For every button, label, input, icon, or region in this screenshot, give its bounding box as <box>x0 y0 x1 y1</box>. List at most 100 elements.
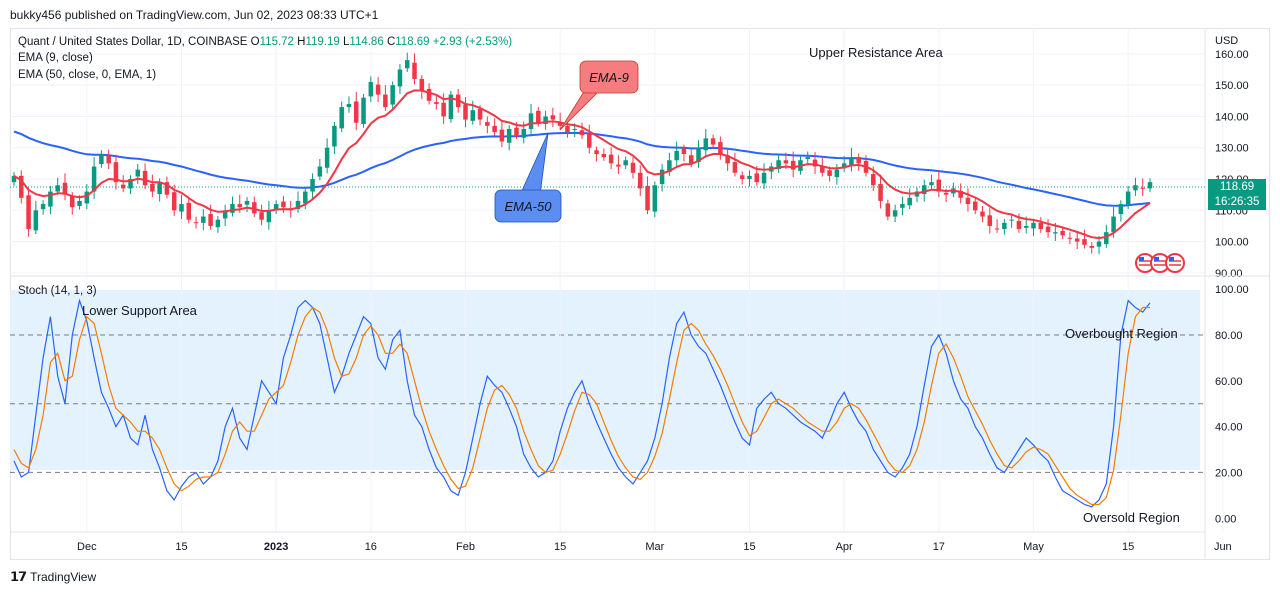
candle-body <box>11 175 17 183</box>
candle-body <box>441 102 446 117</box>
candle-body <box>1125 191 1131 206</box>
stoch-tick-label: 80.00 <box>1215 330 1243 342</box>
candle-body <box>965 197 971 205</box>
candle-body <box>1031 222 1036 229</box>
candle-body <box>397 69 403 87</box>
stoch-tick-label: 20.00 <box>1215 467 1243 479</box>
last-price-tag: 118.69 16:26:35 <box>1208 179 1266 210</box>
candle-body <box>120 184 126 189</box>
candle-body <box>1104 232 1109 245</box>
candle-body <box>776 160 781 170</box>
candle-body <box>980 211 985 217</box>
candle-body <box>48 191 53 207</box>
ema50-callout: EMA-50 <box>494 132 562 223</box>
close-value: 118.69 <box>395 36 430 48</box>
candle-body <box>164 182 170 195</box>
candle-body <box>907 197 912 206</box>
price-tick-label: 90.00 <box>1215 268 1243 280</box>
ema9-callout-text: EMA-9 <box>589 70 629 85</box>
candle-body <box>485 122 490 126</box>
candle-body <box>667 160 672 173</box>
candle-body <box>710 138 716 145</box>
candle-body <box>69 195 75 208</box>
candle-body <box>193 222 199 224</box>
time-tick-label: Jun <box>1214 541 1232 553</box>
candle-body <box>295 200 301 210</box>
candle-body <box>332 125 337 147</box>
candle-body <box>463 104 468 120</box>
open-value: 115.72 <box>259 36 294 48</box>
candle-body <box>616 164 621 167</box>
open-label: O <box>250 36 260 48</box>
candle-body <box>652 185 658 212</box>
candle-body <box>62 182 68 195</box>
time-tick-label: Mar <box>645 541 664 553</box>
stoch-legend[interactable]: Stoch (14, 1, 3) <box>18 285 97 297</box>
time-tick-label: Feb <box>456 541 475 553</box>
time-tick-label: 17 <box>933 541 945 553</box>
candle-body <box>871 174 876 186</box>
candle-body <box>412 62 417 79</box>
candle-body <box>383 94 388 108</box>
low-label: L <box>343 36 350 48</box>
candle-body <box>1016 220 1022 230</box>
ema9-legend[interactable]: EMA (9, close) <box>18 52 93 64</box>
candle-body <box>492 125 497 133</box>
candle-body <box>91 166 97 192</box>
candle-body <box>579 130 585 136</box>
candle-body <box>353 101 359 123</box>
candle-body <box>368 82 374 97</box>
ema50-legend[interactable]: EMA (50, close, 0, EMA, 1) <box>18 69 157 81</box>
candle-body <box>26 195 31 230</box>
candle-body <box>40 204 46 210</box>
time-tick-label: 2023 <box>264 541 288 553</box>
candle-body <box>703 138 709 151</box>
candle-body <box>943 192 949 195</box>
currency-label: USD <box>1215 35 1238 47</box>
candle-body <box>1023 225 1029 228</box>
price-tick-label: 150.00 <box>1215 80 1249 92</box>
candle-body <box>135 169 141 177</box>
oversold-label: Oversold Region <box>1083 510 1180 525</box>
candle-body <box>528 113 534 129</box>
bar-countdown: 16:26:35 <box>1214 196 1260 208</box>
candle-body <box>565 125 570 133</box>
publisher-text: bukky456 published on TradingView.com, J… <box>10 8 379 22</box>
candle-body <box>19 175 24 198</box>
candle-body <box>972 201 978 211</box>
candle-body <box>404 60 410 69</box>
stoch-tick-label: 60.00 <box>1215 376 1243 388</box>
candle-body <box>171 192 177 211</box>
candle-body <box>252 202 257 214</box>
candle-body <box>150 184 155 192</box>
candle-body <box>1045 226 1051 233</box>
candle-body <box>929 182 934 186</box>
candle-body <box>659 169 665 185</box>
candle-body <box>106 155 111 164</box>
candle-body <box>696 147 701 163</box>
candle-body <box>1147 182 1153 189</box>
candle-body <box>688 155 694 164</box>
footer-brand[interactable]: 𝟭𝟳 TradingView <box>10 569 96 585</box>
candle-body <box>1118 204 1124 215</box>
ema9-callout: EMA-9 <box>559 60 639 131</box>
candle-body <box>128 179 133 189</box>
candle-body <box>448 94 454 119</box>
candle-body <box>557 122 563 126</box>
candle-body <box>892 210 898 217</box>
candle-body <box>77 200 82 206</box>
candle-body <box>506 128 512 143</box>
candle-body <box>361 97 366 124</box>
candle-body <box>820 166 825 173</box>
candle-body <box>1060 230 1065 236</box>
candle-body <box>739 175 745 180</box>
candle-body <box>637 172 643 189</box>
candle-body <box>157 182 162 195</box>
candle-body <box>317 166 323 177</box>
candle-body <box>994 228 1000 230</box>
low-value: 114.86 <box>349 36 384 48</box>
time-tick-label: 15 <box>743 541 755 553</box>
candle-body <box>1096 241 1102 247</box>
candle-body <box>849 157 854 166</box>
